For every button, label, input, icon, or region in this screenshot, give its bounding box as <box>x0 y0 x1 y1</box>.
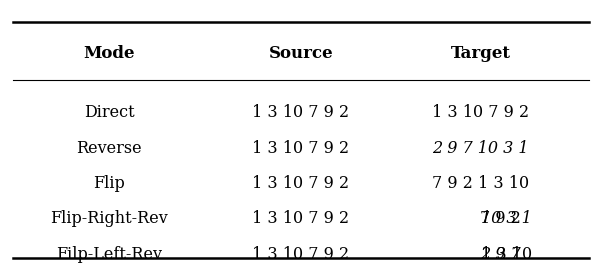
Text: Flip: Flip <box>93 175 125 192</box>
Text: 1 3 10: 1 3 10 <box>481 246 532 263</box>
Text: 1 3 10 7 9 2: 1 3 10 7 9 2 <box>252 140 350 157</box>
Text: 1 3 10 7 9 2: 1 3 10 7 9 2 <box>252 210 350 227</box>
Text: 2 9 7: 2 9 7 <box>480 246 526 263</box>
Text: 7 9 2 1 3 10: 7 9 2 1 3 10 <box>432 175 529 192</box>
Text: Source: Source <box>268 45 334 62</box>
Text: 2 9 7 10 3 1: 2 9 7 10 3 1 <box>432 140 529 157</box>
Text: 10 3 1: 10 3 1 <box>481 210 532 227</box>
Text: 1 3 10 7 9 2: 1 3 10 7 9 2 <box>252 175 350 192</box>
Text: 1 3 10 7 9 2: 1 3 10 7 9 2 <box>252 246 350 263</box>
Text: 1 3 10 7 9 2: 1 3 10 7 9 2 <box>252 104 350 121</box>
Text: Direct: Direct <box>84 104 135 121</box>
Text: 7 9 2: 7 9 2 <box>480 210 526 227</box>
Text: Mode: Mode <box>84 45 135 62</box>
Text: Filp-Left-Rev: Filp-Left-Rev <box>56 246 163 263</box>
Text: Reverse: Reverse <box>76 140 142 157</box>
Text: Target: Target <box>451 45 510 62</box>
Text: 1 3 10 7 9 2: 1 3 10 7 9 2 <box>432 104 529 121</box>
Text: Flip-Right-Rev: Flip-Right-Rev <box>51 210 168 227</box>
